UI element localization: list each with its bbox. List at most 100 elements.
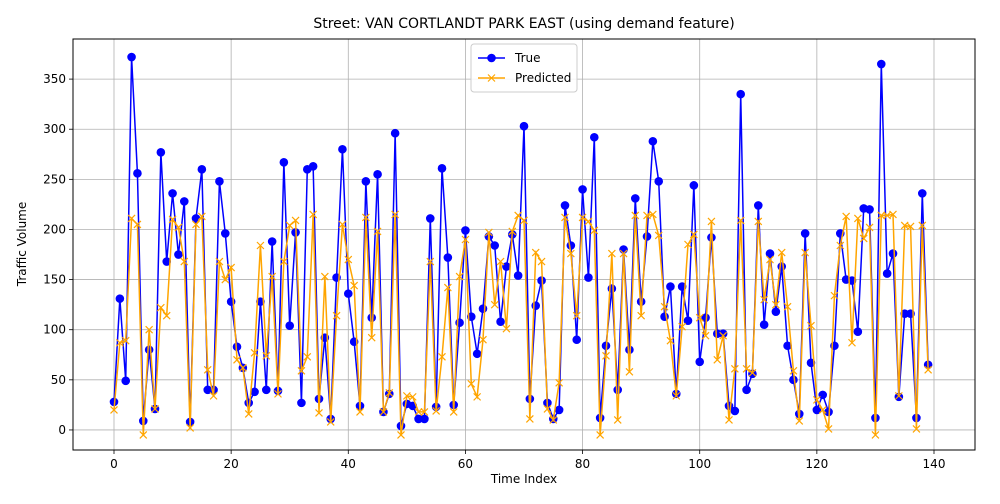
data-point-predicted (455, 272, 464, 281)
data-point-predicted (725, 416, 733, 424)
data-point-true (800, 229, 810, 238)
data-point-predicted (859, 234, 868, 243)
data-point-predicted (812, 395, 821, 404)
data-point-predicted (326, 418, 335, 426)
data-point-predicted (719, 331, 728, 340)
data-point-true (630, 194, 640, 203)
data-point-true (654, 177, 664, 186)
data-point-true (220, 229, 230, 238)
data-point-predicted (572, 311, 581, 320)
data-point-predicted (654, 231, 663, 240)
data-point-predicted (830, 291, 839, 300)
data-point-true (308, 162, 318, 171)
data-point-predicted (186, 424, 195, 432)
y-tick-label: 350 (43, 72, 66, 86)
data-point-true (853, 327, 863, 337)
data-point-predicted (607, 249, 616, 258)
data-point-true (179, 197, 189, 206)
y-tick-label: 50 (51, 373, 66, 387)
data-point-predicted (115, 338, 124, 347)
data-point-true (865, 205, 874, 214)
data-point-predicted (742, 364, 751, 373)
legend-entry-true: True (478, 51, 541, 65)
data-point-predicted (397, 431, 405, 439)
data-point-true (695, 357, 705, 367)
data-point-true (144, 345, 154, 355)
data-point-predicted (133, 220, 142, 229)
data-point-predicted (484, 228, 493, 237)
data-point-predicted (180, 257, 189, 266)
legend-label-true: True (514, 51, 541, 65)
data-point-predicted (625, 367, 634, 376)
data-point-predicted (197, 212, 206, 221)
data-point-predicted (637, 311, 646, 320)
data-point-predicted (842, 212, 851, 221)
data-point-predicted (496, 257, 505, 266)
data-point-predicted (338, 220, 347, 229)
data-point-predicted (432, 406, 441, 415)
data-point-predicted (344, 255, 353, 264)
data-point-predicted (309, 210, 318, 219)
data-point-predicted (479, 335, 487, 344)
data-point-predicted (537, 257, 546, 266)
series-line-true (113, 57, 929, 427)
plot-frame (72, 38, 976, 451)
data-point-predicted (736, 216, 745, 225)
data-point-predicted (244, 409, 253, 418)
legend-entry-predicted: Predicted (478, 71, 571, 85)
data-point-predicted (602, 351, 610, 360)
data-point-true (437, 164, 447, 173)
y-axis-label: Traffic Volume (15, 202, 29, 288)
data-point-true (156, 147, 166, 157)
data-point-predicted (771, 300, 780, 309)
data-point-predicted (291, 216, 300, 225)
data-point-true (197, 165, 207, 174)
y-tick-label: 200 (43, 222, 66, 236)
data-point-true (812, 405, 822, 415)
x-tick-label: 120 (805, 457, 828, 471)
data-point-predicted (578, 213, 587, 222)
data-point-true (168, 189, 177, 198)
data-point-predicted (748, 368, 757, 377)
data-point-predicted (156, 303, 165, 312)
data-point-predicted (666, 336, 675, 345)
data-point-predicted (162, 311, 171, 320)
data-point-predicted (215, 257, 224, 266)
data-point-predicted (801, 248, 810, 257)
data-point-true (250, 387, 259, 397)
data-point-predicted (262, 351, 271, 360)
data-point-predicted (461, 235, 470, 244)
data-point-predicted (250, 348, 259, 357)
data-point-predicted (824, 425, 833, 433)
data-point-predicted (145, 325, 154, 334)
data-point-true (174, 250, 183, 259)
data-point-predicted (525, 414, 534, 423)
data-point-predicted (192, 220, 200, 229)
data-point-predicted (853, 214, 862, 223)
data-point-predicted (848, 338, 856, 347)
data-point-predicted (168, 215, 177, 224)
data-point-predicted (227, 263, 236, 272)
data-point-predicted (777, 248, 786, 257)
data-point-true (677, 282, 687, 291)
data-point-true (420, 414, 429, 424)
series-layer (109, 52, 933, 439)
data-point-true (666, 282, 675, 291)
x-axis-label: Time Index (490, 472, 557, 486)
data-point-true (642, 232, 652, 241)
x-tick-label: 140 (923, 457, 946, 471)
data-point-true (566, 241, 576, 250)
data-point-true (490, 241, 500, 250)
data-point-predicted (807, 321, 815, 330)
data-point-true (496, 317, 505, 326)
data-point-predicted (438, 352, 446, 361)
data-point-predicted (367, 333, 376, 342)
data-point-predicted (110, 405, 118, 414)
data-point-predicted (209, 391, 218, 400)
data-point-predicted (238, 363, 247, 372)
data-point-predicted (467, 379, 476, 388)
data-point-predicted (924, 365, 933, 374)
data-point-true (472, 349, 482, 359)
data-point-predicted (730, 364, 739, 373)
